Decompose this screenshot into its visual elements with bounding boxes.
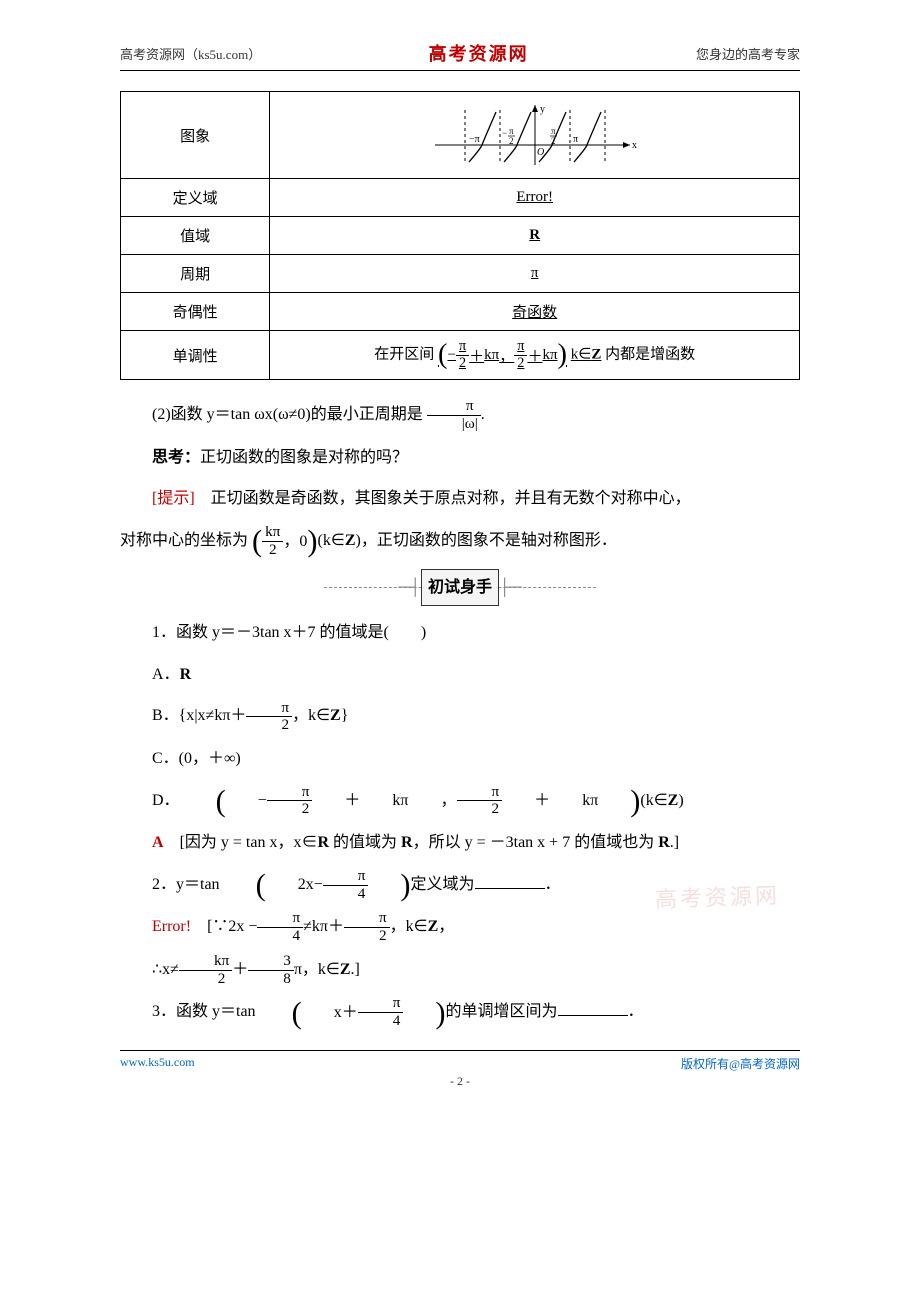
row-graph: y x −π − π 2 O π 2 π (270, 92, 800, 179)
q2-solution-2: ∴x≠kπ2＋38π，k∈Z.] (120, 953, 800, 988)
section-banner: 初试身手 (421, 569, 499, 607)
row-label: 单调性 (121, 331, 270, 380)
svg-text:π: π (573, 134, 578, 145)
header-right: 您身边的高考专家 (696, 44, 800, 63)
q1-answer: A [因为 y = tan x，x∈R 的值域为 R，所以 y = －3tan … (120, 826, 800, 860)
table-row: 单调性 在开区间 ( −π2＋kπ，π2＋kπ ) k∈Z 内都是增函数 (121, 331, 800, 380)
svg-text:2: 2 (509, 136, 514, 146)
table-row: 周期 π (121, 255, 800, 293)
footer-left: www.ks5u.com (120, 1055, 195, 1072)
header-left: 高考资源网（ks5u.com） (120, 44, 261, 63)
q1-option-c: C．(0，＋∞) (120, 742, 800, 776)
q1-stem: 1．函数 y＝－3tan x＋7 的值域是( ) (120, 616, 800, 650)
row-label: 奇偶性 (121, 293, 270, 331)
page-header: 高考资源网（ks5u.com） 高考资源网 您身边的高考专家 (120, 40, 800, 71)
row-value: Error! (270, 179, 800, 217)
tangent-graph: y x −π − π 2 O π 2 π (425, 100, 645, 170)
page-number: - 2 - (120, 1074, 800, 1089)
svg-text:π: π (551, 126, 556, 136)
footer-right: 版权所有@高考资源网 (681, 1055, 800, 1072)
header-center: 高考资源网 (429, 40, 529, 66)
table-row: 定义域 Error! (121, 179, 800, 217)
row-label: 图象 (121, 92, 270, 179)
q3-stem: 3．函数 y＝tan (x＋π4)的单调增区间为． (120, 995, 800, 1030)
svg-text:2: 2 (551, 136, 556, 146)
table-row: 图象 y x −π − (121, 92, 800, 179)
row-value: 奇函数 (270, 293, 800, 331)
q1-option-d: D． ( −π2＋kπ，π2＋kπ )(k∈Z) (120, 784, 800, 819)
table-row: 值域 R (121, 217, 800, 255)
row-value: R (270, 217, 800, 255)
q2-solution-1: Error! [∵2x −π4≠kπ＋π2，k∈Z， (120, 910, 800, 945)
paragraph-think: 思考：正切函数的图象是对称的吗？ (120, 441, 800, 475)
row-label: 周期 (121, 255, 270, 293)
paragraph-hint-2: 对称中心的坐标为 ( kπ2，0 )(k∈Z)，正切函数的图象不是轴对称图形． (120, 524, 800, 559)
row-value: π (270, 255, 800, 293)
page-footer: www.ks5u.com 版权所有@高考资源网 (120, 1050, 800, 1072)
svg-text:−π: −π (469, 134, 480, 145)
svg-text:−: − (502, 128, 507, 138)
svg-text:π: π (509, 126, 514, 136)
table-row: 奇偶性 奇函数 (121, 293, 800, 331)
row-value-monotone: 在开区间 ( −π2＋kπ，π2＋kπ ) k∈Z 内都是增函数 (270, 331, 800, 380)
paragraph-period: (2)函数 y＝tan ωx(ω≠0)的最小正周期是 π|ω|. (120, 398, 800, 433)
row-label: 值域 (121, 217, 270, 255)
q2-stem: 2．y＝tan (2x−π4)定义域为． (120, 868, 800, 903)
q1-option-b: B．{x|x≠kπ＋π2，k∈Z} (120, 699, 800, 734)
svg-text:y: y (540, 104, 545, 115)
q1-option-a: A．R (120, 658, 800, 692)
paragraph-hint: [提示] 正切函数是奇函数，其图象关于原点对称，并且有无数个对称中心， (120, 482, 800, 516)
content-body: (2)函数 y＝tan ωx(ω≠0)的最小正周期是 π|ω|. 思考：正切函数… (120, 398, 800, 1030)
section-banner-wrap: ─┤初试身手├─ (120, 569, 800, 607)
properties-table: 图象 y x −π − (120, 91, 800, 380)
svg-text:x: x (632, 140, 637, 151)
svg-text:O: O (537, 147, 544, 158)
row-label: 定义域 (121, 179, 270, 217)
